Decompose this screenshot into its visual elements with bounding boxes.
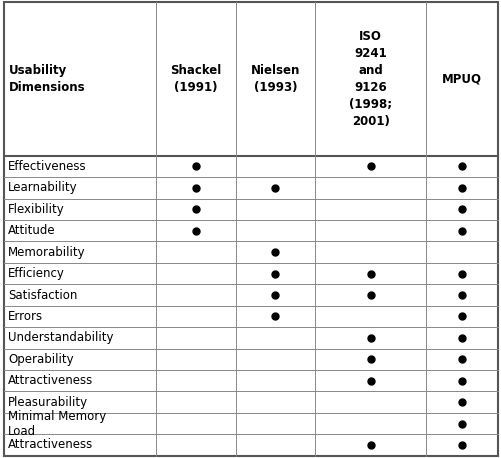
Text: Attractiveness: Attractiveness	[8, 374, 93, 387]
Text: Operability: Operability	[8, 353, 74, 366]
Text: MPUQ: MPUQ	[441, 72, 481, 86]
Text: Nielsen
(1993): Nielsen (1993)	[250, 64, 300, 94]
Text: Satisfaction: Satisfaction	[8, 289, 77, 301]
Text: Shackel
(1991): Shackel (1991)	[170, 64, 221, 94]
Text: Minimal Memory
Load: Minimal Memory Load	[8, 409, 106, 437]
Text: Usability
Dimensions: Usability Dimensions	[9, 64, 86, 94]
Text: ISO
9241
and
9126
(1998;
2001): ISO 9241 and 9126 (1998; 2001)	[348, 30, 391, 128]
Text: Understandability: Understandability	[8, 331, 113, 344]
Text: Flexibility: Flexibility	[8, 203, 65, 216]
Text: Pleasurability: Pleasurability	[8, 396, 88, 409]
Text: Errors: Errors	[8, 310, 43, 323]
Text: Attractiveness: Attractiveness	[8, 438, 93, 452]
Text: Effectiveness: Effectiveness	[8, 160, 87, 173]
Text: Memorability: Memorability	[8, 245, 86, 259]
Text: Learnability: Learnability	[8, 181, 78, 194]
Text: Efficiency: Efficiency	[8, 267, 65, 280]
Text: Attitude: Attitude	[8, 224, 56, 237]
